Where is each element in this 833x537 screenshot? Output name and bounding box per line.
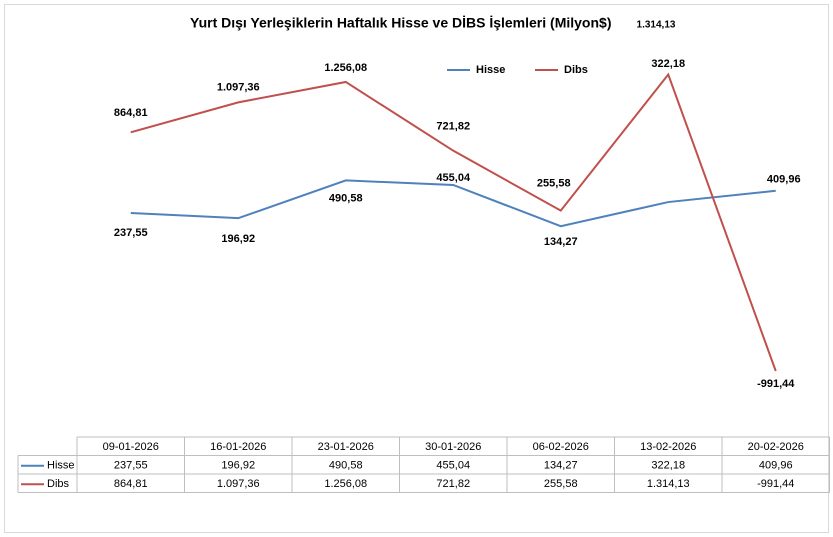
- series-line: [130, 179, 776, 228]
- table-cell: 237,55: [114, 460, 148, 472]
- table-cell: 455,04: [436, 460, 470, 472]
- data-label: -991,44: [757, 378, 795, 390]
- table-cell: 1.097,36: [217, 478, 260, 490]
- table-row-label: Dibs: [47, 478, 70, 490]
- table-header: 23-01-2026: [318, 441, 374, 453]
- table-cell: 409,96: [759, 460, 793, 472]
- table-cell: 490,58: [329, 460, 363, 472]
- table-cell: 134,27: [544, 460, 578, 472]
- table-cell: 1.314,13: [647, 478, 690, 490]
- data-label: 721,82: [436, 121, 470, 133]
- table-header: 16-01-2026: [210, 441, 266, 453]
- table-header: 20-02-2026: [748, 441, 804, 453]
- data-label: 455,04: [436, 172, 471, 184]
- table-header: 13-02-2026: [640, 441, 696, 453]
- data-label: 237,55: [114, 227, 148, 239]
- table-cell: -991,44: [757, 478, 794, 490]
- table-cell: 196,92: [221, 460, 255, 472]
- legend-label: Hisse: [476, 64, 505, 76]
- table-cell: 322,18: [651, 460, 685, 472]
- data-label: 255,58: [537, 178, 571, 190]
- table-row-label: Hisse: [47, 460, 75, 472]
- legend-label: Dibs: [564, 64, 588, 76]
- data-label: 196,92: [221, 233, 255, 245]
- table-cell: 255,58: [544, 478, 578, 490]
- table-cell: 721,82: [436, 478, 470, 490]
- table-cell: 864,81: [114, 478, 148, 490]
- data-label: 490,58: [329, 192, 363, 204]
- table-header: 09-01-2026: [103, 441, 159, 453]
- series-line: [130, 72, 777, 372]
- chart-title: Yurt Dışı Yerleşiklerin Haftalık Hisse v…: [190, 15, 611, 31]
- data-label: 1.256,08: [324, 62, 367, 74]
- data-label: 1.097,36: [217, 81, 260, 93]
- data-label: 1.314,13: [637, 20, 676, 31]
- table-cell: 1.256,08: [324, 478, 367, 490]
- data-label: 322,18: [651, 58, 685, 70]
- chart-border: [4, 4, 829, 533]
- data-label: 864,81: [114, 107, 148, 119]
- table-header: 06-02-2026: [533, 441, 589, 453]
- table-header: 30-01-2026: [425, 441, 481, 453]
- data-label: 409,96: [767, 174, 801, 186]
- data-label: 134,27: [544, 236, 578, 248]
